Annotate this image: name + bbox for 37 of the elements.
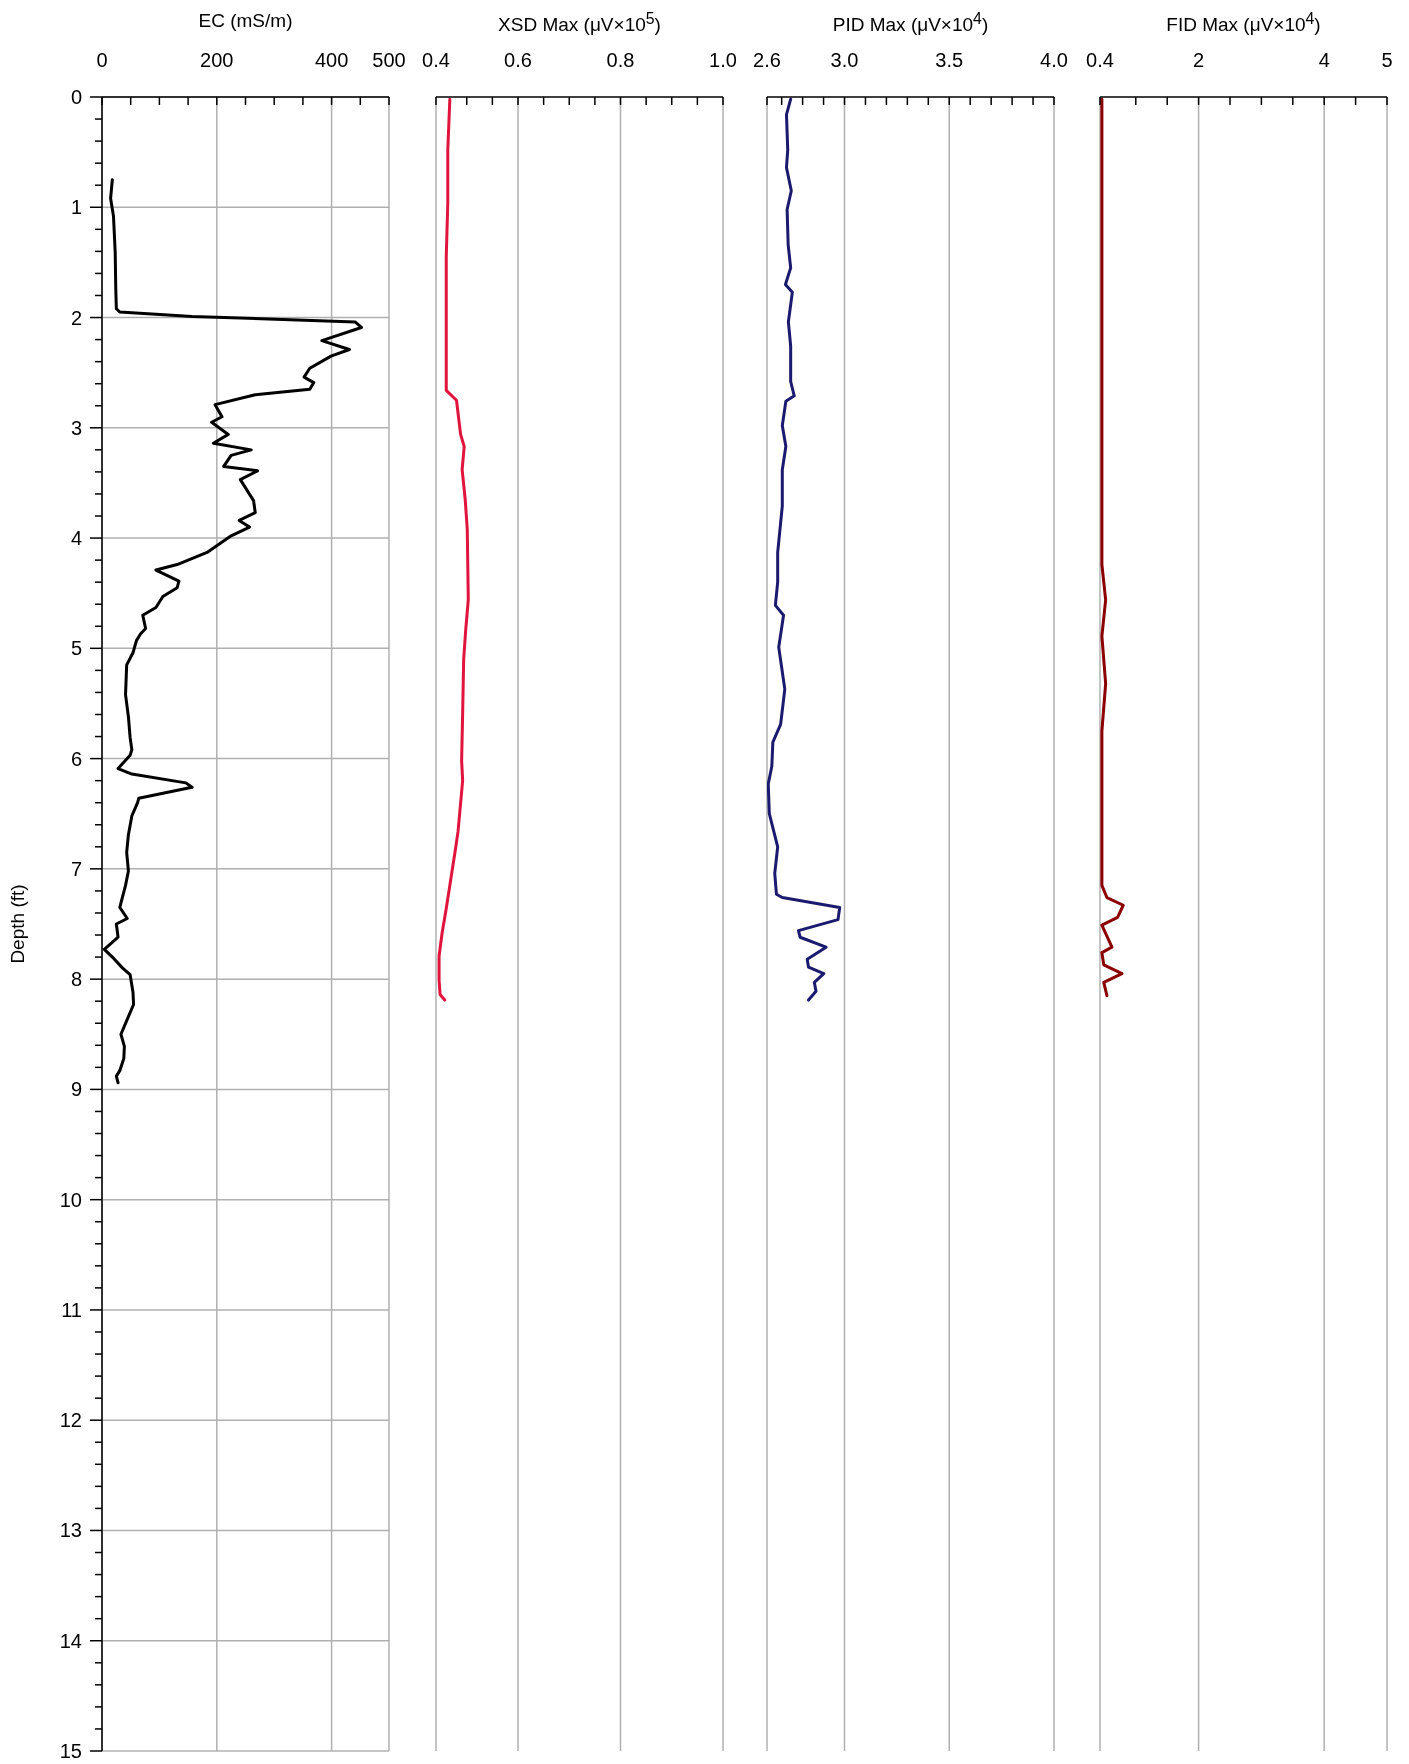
x-tick-label: 4 [1318, 49, 1330, 71]
x-axis-title: EC (mS/m) [197, 10, 294, 32]
y-tick-label: 10 [59, 1188, 82, 1211]
x-axis-title: PID Max (μV×10$^{4}$) [831, 10, 990, 37]
x-tick-label: 2.6 [753, 49, 781, 71]
y-tick-label: 4 [70, 527, 82, 550]
x-tick-label: 2 [1193, 49, 1205, 71]
x-tick-label: 5 [1381, 49, 1393, 71]
x-tick-label: 400 [314, 49, 349, 71]
y-tick-label: 15 [59, 1740, 82, 1762]
x-tick-label: 3.5 [935, 49, 964, 71]
x-tick-label: 200 [200, 49, 234, 71]
x-tick-label: 0.4 [422, 49, 450, 71]
y-tick-label: 0 [70, 86, 82, 108]
x-tick-label: 0.8 [606, 49, 635, 71]
y-tick-label: 1 [70, 196, 82, 219]
y-tick-label: 12 [59, 1409, 82, 1432]
x-tick-label: 0 [96, 49, 108, 71]
y-tick-label: 5 [70, 637, 82, 660]
x-tick-label: 3.0 [830, 49, 859, 71]
x-tick-label: 500 [372, 49, 406, 71]
x-axis-title: FID Max (μV×10$^{4}$) [1165, 10, 1322, 37]
x-tick-label: 1.0 [709, 49, 737, 71]
y-tick-label: 13 [59, 1519, 82, 1542]
y-tick-label: 9 [70, 1078, 82, 1101]
y-tick-label: 6 [70, 747, 82, 770]
x-axis-title: XSD Max (μV×10$^{5}$) [497, 10, 662, 37]
x-tick-label: 0.4 [1086, 49, 1114, 71]
y-axis-title: Depth (ft) [7, 884, 29, 964]
y-tick-label: 14 [59, 1629, 82, 1652]
x-tick-label: 4.0 [1040, 49, 1068, 71]
y-tick-label: 2 [70, 306, 82, 329]
y-tick-label: 3 [70, 416, 82, 439]
y-tick-label: 11 [61, 1298, 82, 1321]
y-tick-label: 7 [70, 857, 82, 880]
x-tick-label: 0.6 [504, 49, 532, 71]
y-tick-label: 8 [70, 968, 82, 991]
